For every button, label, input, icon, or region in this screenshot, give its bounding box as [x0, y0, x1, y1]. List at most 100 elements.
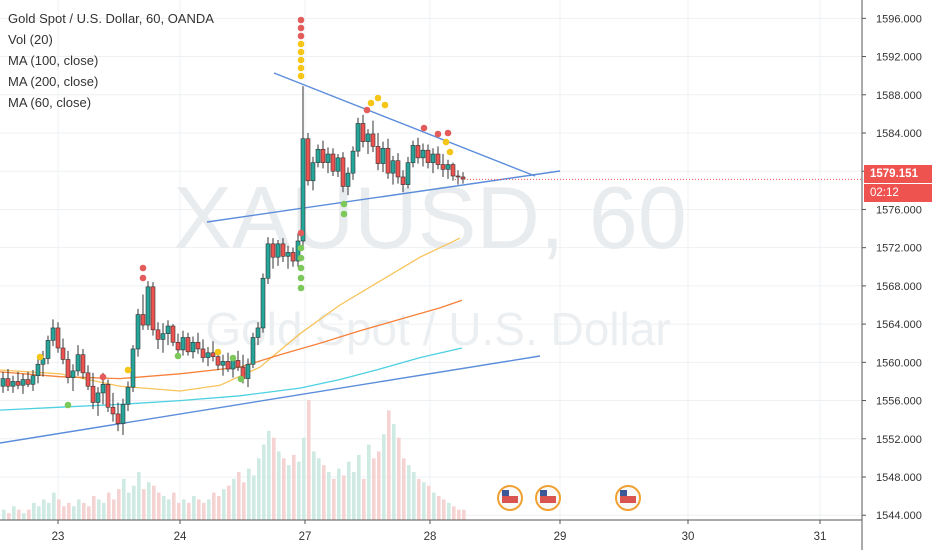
candle-body[interactable] [120, 404, 126, 424]
candle-body[interactable] [50, 327, 56, 341]
candle-body[interactable] [160, 333, 166, 340]
candle-body[interactable] [265, 243, 271, 279]
trendline-long[interactable] [0, 355, 541, 444]
signal-dot[interactable] [139, 264, 147, 272]
signal-dot[interactable] [64, 401, 72, 409]
candle-body[interactable] [215, 356, 221, 366]
signal-dot[interactable] [434, 130, 442, 138]
candle-body[interactable] [175, 341, 181, 351]
candle-body[interactable] [220, 361, 226, 366]
candle-body[interactable] [460, 176, 466, 180]
candle-body[interactable] [0, 378, 6, 387]
candle-body[interactable] [440, 164, 446, 170]
legend-title[interactable]: Gold Spot / U.S. Dollar, 60, OANDA [8, 11, 214, 26]
signal-dot[interactable] [420, 124, 428, 132]
candle-body[interactable] [230, 360, 236, 370]
signal-dot[interactable] [297, 244, 305, 252]
signal-dot[interactable] [214, 348, 222, 356]
legend-vol[interactable]: Vol (20) [8, 32, 53, 47]
candle-body[interactable] [5, 378, 11, 387]
candle-body[interactable] [320, 148, 326, 163]
candle-body[interactable] [450, 164, 456, 177]
candle-body[interactable] [155, 329, 161, 340]
candle-body[interactable] [135, 314, 141, 350]
candle-body[interactable] [360, 123, 366, 142]
legend-ma100[interactable]: MA (100, close) [8, 53, 99, 68]
candle-body[interactable] [40, 358, 46, 365]
candle-body[interactable] [280, 243, 286, 257]
candle-body[interactable] [115, 413, 121, 424]
signal-dot[interactable] [174, 352, 182, 360]
candle-body[interactable] [310, 162, 316, 182]
candle-body[interactable] [435, 153, 441, 165]
candle-body[interactable] [345, 172, 351, 187]
candle-body[interactable] [330, 153, 336, 172]
signal-dot[interactable] [297, 274, 305, 282]
candle-body[interactable] [365, 133, 371, 142]
legend-ma60[interactable]: MA (60, close) [8, 95, 92, 110]
candle-body[interactable] [430, 153, 436, 163]
candle-body[interactable] [165, 325, 171, 334]
signal-dot[interactable] [297, 24, 305, 32]
trendline-upper[interactable] [273, 72, 536, 177]
candle-body[interactable] [25, 379, 31, 385]
candle-body[interactable] [415, 145, 421, 159]
signal-dot[interactable] [381, 101, 389, 109]
candle-body[interactable] [55, 327, 61, 349]
candle-body[interactable] [285, 252, 291, 257]
signal-dot[interactable] [237, 375, 245, 383]
candle-body[interactable] [150, 286, 156, 331]
candle-body[interactable] [205, 352, 211, 358]
candle-body[interactable] [225, 361, 231, 370]
candle-body[interactable] [125, 386, 131, 405]
candle-body[interactable] [355, 123, 361, 152]
signal-dot[interactable] [367, 99, 375, 107]
signal-dot[interactable] [124, 366, 132, 374]
candle-body[interactable] [445, 164, 451, 170]
candle-body[interactable] [375, 146, 381, 164]
signal-dot[interactable] [36, 353, 44, 361]
signal-dot[interactable] [297, 229, 305, 237]
candle-body[interactable] [425, 149, 431, 163]
candle-body[interactable] [195, 341, 201, 350]
signal-dot[interactable] [229, 354, 237, 362]
candle-body[interactable] [20, 379, 26, 386]
candle-body[interactable] [420, 149, 426, 159]
candle-body[interactable] [405, 162, 411, 185]
signal-dot[interactable] [442, 138, 450, 146]
candle-body[interactable] [130, 348, 136, 388]
signal-dot[interactable] [297, 264, 305, 272]
candle-body[interactable] [390, 160, 396, 174]
candle-body[interactable] [110, 406, 116, 415]
candle-body[interactable] [60, 347, 66, 360]
candle-body[interactable] [35, 363, 41, 377]
candle-body[interactable] [15, 381, 21, 386]
candle-body[interactable] [335, 157, 341, 172]
signal-dot[interactable] [363, 106, 371, 114]
signal-dot[interactable] [444, 129, 452, 137]
candle-body[interactable] [270, 243, 276, 258]
signal-dot[interactable] [340, 200, 348, 208]
signal-dot[interactable] [297, 64, 305, 72]
signal-dot[interactable] [297, 16, 305, 24]
candle-body[interactable] [65, 359, 71, 378]
candle-body[interactable] [100, 384, 106, 394]
candle-body[interactable] [300, 138, 306, 242]
legend-ma200[interactable]: MA (200, close) [8, 74, 99, 89]
candle-body[interactable] [305, 138, 311, 182]
candle-body[interactable] [385, 147, 391, 174]
signal-dot[interactable] [297, 72, 305, 80]
signal-dot[interactable] [297, 284, 305, 292]
candle-body[interactable] [45, 340, 51, 359]
candle-body[interactable] [210, 352, 216, 357]
candle-body[interactable] [90, 385, 96, 403]
candle-body[interactable] [80, 354, 86, 374]
candle-body[interactable] [10, 381, 16, 387]
ma-line-3[interactable] [0, 347, 463, 411]
candle-body[interactable] [410, 145, 416, 163]
signal-dot[interactable] [297, 40, 305, 48]
candle-body[interactable] [400, 176, 406, 185]
candle-body[interactable] [105, 384, 111, 408]
